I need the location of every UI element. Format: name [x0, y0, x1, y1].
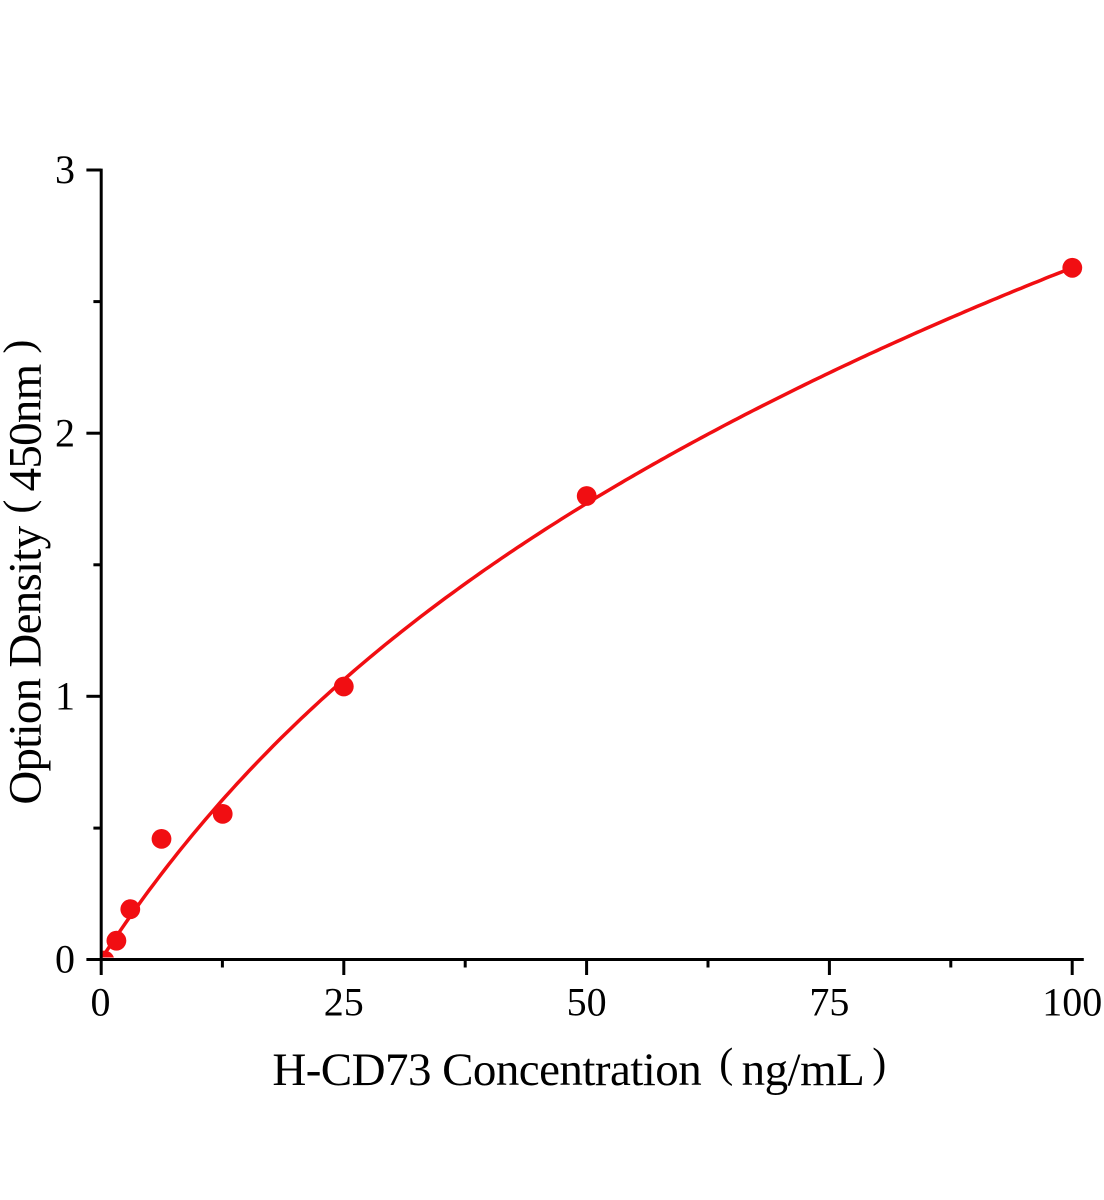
svg-text:H-CD73 Concentration(ng/mL): H-CD73 Concentration(ng/mL) [272, 1041, 885, 1096]
svg-text:100: 100 [1042, 980, 1102, 1025]
svg-text:3: 3 [55, 147, 75, 192]
svg-text:50: 50 [567, 980, 607, 1025]
svg-text:75: 75 [809, 980, 849, 1025]
svg-text:25: 25 [324, 980, 364, 1025]
svg-text:Option Density(450nm): Option Density(450nm) [0, 340, 52, 804]
svg-text:1: 1 [55, 674, 75, 719]
svg-text:0: 0 [55, 937, 75, 982]
svg-text:0: 0 [91, 980, 111, 1025]
svg-text:2: 2 [55, 410, 75, 455]
